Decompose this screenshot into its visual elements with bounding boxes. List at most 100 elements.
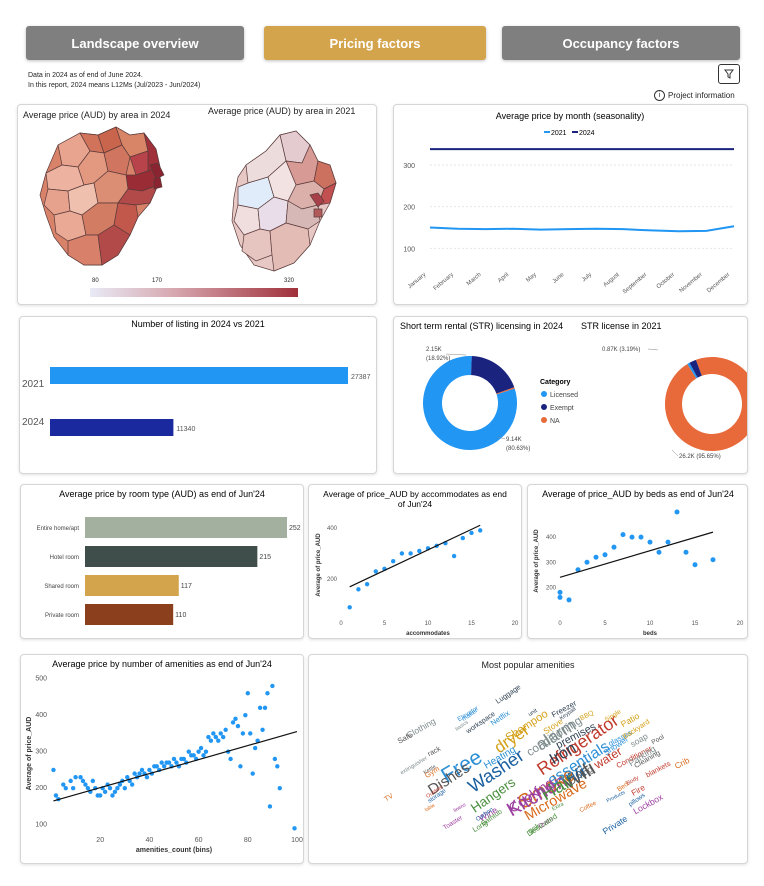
amenities-point[interactable] [102,789,108,795]
room-type-bar[interactable] [85,517,287,538]
amenities-point[interactable] [68,778,73,784]
beds-point[interactable] [665,539,671,545]
accommodates-point[interactable] [373,569,378,574]
amenities-point[interactable] [257,705,263,711]
accommodates-point[interactable] [460,535,465,541]
amenities-point[interactable] [275,764,280,769]
amenities-point[interactable] [154,764,159,769]
beds-point[interactable] [683,549,689,555]
accommodates-point[interactable] [356,587,361,592]
amenities-point[interactable] [147,767,152,773]
amenities-point[interactable] [139,767,145,773]
amenities-point[interactable] [230,720,236,725]
amenities-point[interactable] [243,712,248,718]
amenities-point[interactable] [171,756,177,762]
map-2021[interactable] [231,130,337,272]
nav-occupancy-factors-button[interactable]: Occupancy factors [502,26,740,60]
amenities-point[interactable] [137,771,142,776]
amenities-point[interactable] [213,734,219,740]
amenities-point[interactable] [161,764,167,769]
amenities-point[interactable] [223,727,228,732]
amenities-point[interactable] [85,785,91,791]
beds-point[interactable] [557,594,563,600]
amenities-point[interactable] [125,775,130,780]
amenities-point[interactable] [233,716,238,722]
accommodates-trend-line[interactable] [349,524,481,588]
str-2024-leader-line[interactable] [497,436,506,440]
amenities-point[interactable] [107,785,113,791]
amenities-point[interactable] [265,691,270,696]
beds-point[interactable] [611,544,617,550]
amenities-point[interactable] [186,749,191,754]
amenities-point[interactable] [255,738,260,743]
amenities-point[interactable] [235,723,241,729]
amenities-point[interactable] [272,756,278,762]
filter-icon[interactable] [718,64,740,84]
str-2024-slice-na[interactable] [496,387,515,395]
amenities-point[interactable] [262,705,268,711]
nav-pricing-factors-button[interactable]: Pricing factors [264,26,486,60]
amenities-point[interactable] [132,771,137,776]
str-2024-slice-exempt[interactable] [471,356,515,394]
amenities-point[interactable] [53,793,59,798]
amenities-point[interactable] [61,782,66,787]
amenities-point[interactable] [201,753,206,758]
amenities-point[interactable] [174,760,179,765]
amenities-point[interactable] [196,749,201,754]
amenities-point[interactable] [203,749,209,754]
donut-legend-swatch-exempt[interactable] [541,404,547,410]
amenities-point[interactable] [245,691,250,696]
amenities-point[interactable] [112,789,118,795]
amenities-point[interactable] [252,745,258,751]
str-2021-leader-line[interactable] [647,348,659,351]
amenities-point[interactable] [80,778,86,784]
str-2021-slice-exempt[interactable] [689,359,702,378]
amenities-point[interactable] [90,778,96,784]
amenities-point[interactable] [191,753,196,758]
amenities-point[interactable] [78,775,83,780]
str-2021-leader-line[interactable] [671,449,679,457]
amenities-point[interactable] [206,734,211,740]
amenities-point[interactable] [73,775,78,780]
amenities-point[interactable] [240,731,246,736]
amenities-point[interactable] [83,782,88,787]
nav-landscape-overview-button[interactable]: Landscape overview [26,26,244,60]
series-line-2021[interactable] [429,225,735,233]
donut-legend-swatch-na[interactable] [541,417,547,423]
accommodates-point[interactable] [408,551,413,556]
str-2024-slice-licensed[interactable] [423,356,517,450]
beds-point[interactable] [674,509,680,515]
beds-point[interactable] [602,552,608,558]
amenities-point[interactable] [144,775,150,780]
str-2021-slice-na[interactable] [665,356,759,451]
beds-point[interactable] [593,554,599,560]
beds-point[interactable] [620,532,626,538]
beds-point[interactable] [656,549,662,555]
amenities-point[interactable] [260,727,265,732]
room-type-bar[interactable] [85,604,174,625]
amenities-point[interactable] [211,731,216,736]
amenities-point[interactable] [208,738,214,743]
map-2024[interactable] [39,126,165,266]
accommodates-point[interactable] [417,548,422,554]
project-info-link[interactable]: i Project information [654,90,735,101]
amenities-point[interactable] [115,785,120,791]
accommodates-point[interactable] [391,558,396,564]
accommodates-point[interactable] [399,551,405,556]
beds-point[interactable] [566,597,572,603]
amenities-point[interactable] [277,785,282,791]
amenities-point[interactable] [221,734,226,740]
accommodates-point[interactable] [364,582,370,587]
amenities-point[interactable] [98,793,103,798]
amenities-trend-line[interactable] [53,731,298,802]
amenities-point[interactable] [51,767,56,773]
amenities-point[interactable] [250,771,255,776]
str-2024-leader-line[interactable] [445,353,467,356]
amenities-point[interactable] [292,826,297,831]
beds-trend-line[interactable] [559,531,714,578]
amenities-point[interactable] [228,756,233,762]
room-type-bar[interactable] [85,546,258,567]
accommodates-point[interactable] [451,553,457,559]
listings-bar[interactable] [50,419,174,436]
beds-point[interactable] [629,534,635,540]
